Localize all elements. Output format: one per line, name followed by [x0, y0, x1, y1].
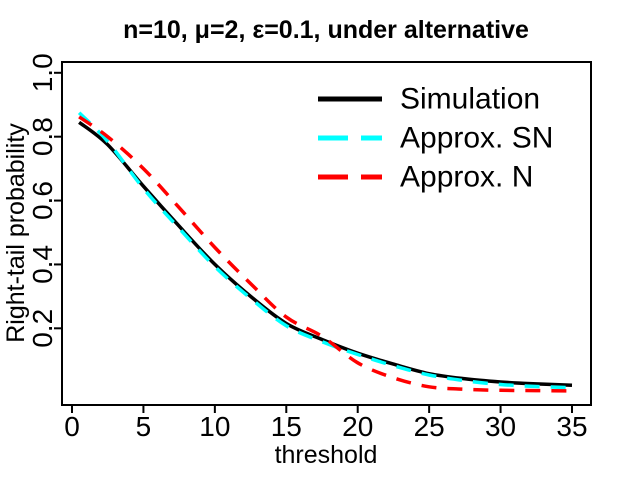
y-tick-label: 1.0: [27, 53, 58, 92]
plot-box: [61, 61, 592, 406]
series-approx-n: [78, 115, 573, 393]
chart-title: n=10, μ=2, ε=0.1, under alternative: [123, 16, 529, 44]
x-tick-label: 25: [414, 411, 445, 442]
x-tick-label: 0: [64, 411, 80, 442]
series-approx-sn: [77, 111, 573, 390]
x-tick-label: 10: [199, 411, 230, 442]
x-axis-label: threshold: [275, 441, 378, 469]
x-tick-label: 30: [485, 411, 516, 442]
legend-item-simulation: Simulation: [318, 83, 540, 116]
x-tick-label: 5: [136, 411, 152, 442]
legend: Simulation Approx. SN Approx. N: [318, 83, 553, 194]
y-axis-ticks: 0.2 0.4 0.6 0.8 1.0: [27, 53, 62, 348]
plot-series: [77, 111, 573, 393]
x-tick-label: 35: [556, 411, 587, 442]
legend-label-approx-n: Approx. N: [400, 161, 533, 194]
y-tick-label: 0.6: [27, 181, 58, 220]
y-tick-label: 0.2: [27, 309, 58, 348]
legend-label-approx-sn: Approx. SN: [400, 122, 553, 155]
legend-label-simulation: Simulation: [400, 83, 540, 116]
x-tick-label: 15: [271, 411, 302, 442]
x-axis-ticks: 0 5 10 15 20 25 30 35: [64, 405, 588, 442]
y-tick-label: 0.4: [27, 245, 58, 284]
legend-item-approx-sn: Approx. SN: [318, 122, 553, 155]
x-tick-label: 20: [342, 411, 373, 442]
y-axis-label: Right-tail probability: [2, 123, 30, 343]
y-tick-label: 0.8: [27, 117, 58, 156]
legend-item-approx-n: Approx. N: [318, 161, 533, 194]
